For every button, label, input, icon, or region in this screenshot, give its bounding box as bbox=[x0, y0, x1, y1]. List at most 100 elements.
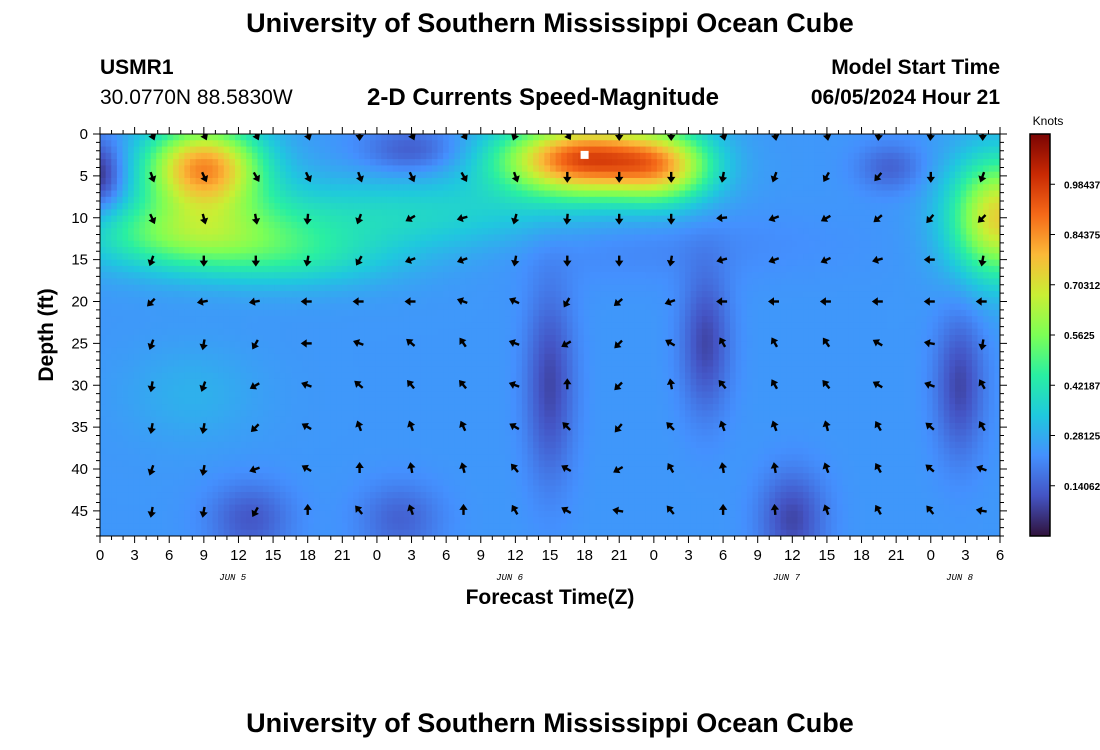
heatmap-cell bbox=[190, 322, 197, 330]
heatmap-cell bbox=[831, 272, 838, 280]
heatmap-cell bbox=[932, 291, 939, 298]
heatmap-cell bbox=[139, 196, 146, 204]
heatmap-cell bbox=[291, 240, 298, 248]
heatmap-cell bbox=[848, 297, 855, 305]
heatmap-cell bbox=[915, 228, 922, 236]
heatmap-cell bbox=[296, 165, 304, 173]
heatmap-cell bbox=[786, 159, 793, 167]
heatmap-cell bbox=[786, 228, 793, 236]
heatmap-cell bbox=[876, 221, 883, 229]
heatmap-cell bbox=[415, 228, 422, 236]
heatmap-cell bbox=[595, 284, 602, 292]
heatmap-cell bbox=[679, 253, 686, 261]
heatmap-cell bbox=[606, 228, 613, 236]
heatmap-cell bbox=[409, 291, 416, 298]
heatmap-cell bbox=[111, 159, 118, 167]
heatmap-cell bbox=[415, 247, 422, 254]
heatmap-cell bbox=[831, 234, 838, 242]
heatmap-cell bbox=[325, 221, 332, 229]
heatmap-cell bbox=[184, 152, 191, 160]
heatmap-cell bbox=[364, 152, 371, 160]
heatmap-cell bbox=[223, 316, 230, 324]
heatmap-cell bbox=[606, 322, 613, 330]
heatmap-cell bbox=[701, 297, 709, 305]
heatmap-cell bbox=[493, 316, 500, 324]
heatmap-cell bbox=[881, 146, 889, 154]
heatmap-cell bbox=[595, 253, 602, 261]
heatmap-cell bbox=[583, 316, 590, 324]
heatmap-cell bbox=[105, 265, 112, 273]
heatmap-cell bbox=[448, 253, 455, 261]
heatmap-cell bbox=[943, 140, 950, 148]
heatmap-cell bbox=[223, 215, 230, 223]
heatmap-cell bbox=[696, 184, 703, 192]
heatmap-cell bbox=[791, 247, 799, 254]
heatmap-cell bbox=[325, 259, 332, 267]
heatmap-cell bbox=[611, 316, 619, 324]
heatmap-cell bbox=[713, 303, 720, 311]
heatmap-cell bbox=[150, 234, 157, 242]
heatmap-cell bbox=[645, 152, 652, 160]
heatmap-cell bbox=[257, 309, 264, 317]
heatmap-cell bbox=[679, 228, 686, 236]
heatmap-cell bbox=[966, 309, 973, 317]
heatmap-cell bbox=[431, 203, 439, 210]
heatmap-cell bbox=[291, 284, 298, 292]
heatmap-cell bbox=[668, 291, 675, 298]
heatmap-cell bbox=[640, 203, 647, 210]
heatmap-cell bbox=[454, 134, 461, 141]
heatmap-cell bbox=[696, 297, 703, 305]
heatmap-cell bbox=[724, 177, 731, 185]
heatmap-cell bbox=[904, 171, 911, 179]
heatmap-cell bbox=[100, 328, 107, 336]
heatmap-cell bbox=[645, 215, 652, 223]
heatmap-cell bbox=[730, 265, 737, 273]
heatmap-cell bbox=[623, 159, 630, 167]
heatmap-cell bbox=[409, 203, 416, 210]
heatmap-cell bbox=[538, 291, 545, 298]
heatmap-cell bbox=[780, 203, 787, 210]
heatmap-cell bbox=[898, 184, 905, 192]
heatmap-cell bbox=[313, 134, 320, 141]
heatmap-cell bbox=[156, 322, 163, 330]
heatmap-cell bbox=[229, 303, 236, 311]
heatmap-cell bbox=[431, 159, 439, 167]
heatmap-cell bbox=[426, 134, 433, 141]
plot-title: 2-D Currents Speed-Magnitude bbox=[367, 84, 720, 111]
heatmap-cell bbox=[426, 309, 433, 317]
heatmap-cell bbox=[420, 152, 427, 160]
heatmap-cell bbox=[662, 228, 669, 236]
heatmap-cell bbox=[291, 247, 298, 254]
heatmap-cell bbox=[201, 184, 208, 192]
heatmap-cell bbox=[566, 221, 574, 229]
heatmap-cell bbox=[100, 215, 107, 223]
heatmap-cell bbox=[572, 303, 579, 311]
heatmap-cell bbox=[184, 177, 191, 185]
heatmap-cell bbox=[161, 284, 169, 292]
heatmap-cell bbox=[206, 278, 214, 286]
heatmap-cell bbox=[713, 259, 720, 267]
heatmap-cell bbox=[251, 140, 259, 148]
heatmap-cell bbox=[145, 221, 152, 229]
heatmap-cell bbox=[280, 322, 287, 330]
heatmap-cell bbox=[634, 284, 641, 292]
heatmap-cell bbox=[296, 316, 304, 324]
heatmap-cell bbox=[398, 196, 405, 204]
heatmap-cell bbox=[533, 184, 540, 192]
heatmap-cell bbox=[831, 265, 838, 273]
heatmap-cell bbox=[274, 247, 281, 254]
heatmap-cell bbox=[431, 291, 439, 298]
heatmap-cell bbox=[133, 221, 140, 229]
heatmap-cell bbox=[454, 316, 461, 324]
heatmap-cell bbox=[218, 291, 225, 298]
heatmap-cell bbox=[690, 177, 697, 185]
heatmap-cell bbox=[786, 247, 793, 254]
heatmap-cell bbox=[595, 221, 602, 229]
heatmap-cell bbox=[308, 159, 315, 167]
heatmap-cell bbox=[741, 278, 748, 286]
heatmap-cell bbox=[116, 215, 124, 223]
heatmap-cell bbox=[420, 221, 427, 229]
heatmap-cell bbox=[150, 171, 157, 179]
heatmap-cell bbox=[820, 284, 827, 292]
heatmap-cell bbox=[437, 291, 444, 298]
